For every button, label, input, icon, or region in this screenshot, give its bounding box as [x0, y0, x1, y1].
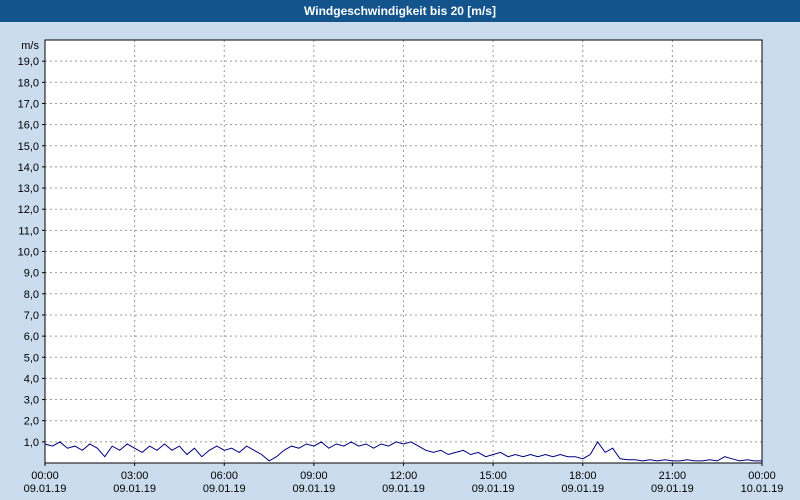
svg-text:09.01.19: 09.01.19	[113, 483, 156, 495]
grid-lines	[45, 40, 762, 463]
svg-text:09.01.19: 09.01.19	[24, 483, 67, 495]
svg-text:6,0: 6,0	[24, 331, 39, 343]
svg-text:06:00: 06:00	[210, 470, 238, 482]
svg-text:19,0: 19,0	[18, 56, 39, 68]
svg-text:2,0: 2,0	[24, 416, 39, 428]
svg-text:09.01.19: 09.01.19	[561, 483, 604, 495]
y-axis-unit-label: m/s	[21, 40, 39, 52]
wind-speed-line	[44, 440, 762, 462]
svg-text:3,0: 3,0	[24, 395, 39, 407]
svg-text:13,0: 13,0	[18, 183, 39, 195]
axis-ticks	[42, 60, 763, 466]
y-axis-labels: 1,0 2,0 3,0 4,0 5,0 6,0 7,0 8,0 9,0 10,0 11,0 12,0 1…	[18, 56, 39, 449]
svg-text:15,0: 15,0	[18, 141, 39, 153]
svg-text:18:00: 18:00	[569, 470, 597, 482]
svg-text:9,0: 9,0	[24, 268, 39, 280]
svg-text:17,0: 17,0	[18, 98, 39, 110]
svg-text:8,0: 8,0	[24, 289, 39, 301]
svg-text:5,0: 5,0	[24, 352, 39, 364]
svg-text:1,0: 1,0	[24, 437, 39, 449]
svg-text:00:00: 00:00	[748, 470, 776, 482]
svg-text:4,0: 4,0	[24, 373, 39, 385]
svg-text:18,0: 18,0	[18, 77, 39, 89]
svg-text:10,0: 10,0	[18, 247, 39, 259]
svg-text:12:00: 12:00	[390, 470, 418, 482]
svg-text:12,0: 12,0	[18, 204, 39, 216]
chart-title-bar: Windgeschwindigkeit bis 20 [m/s]	[0, 0, 800, 22]
svg-text:10.01.19: 10.01.19	[741, 483, 784, 495]
svg-text:15:00: 15:00	[479, 470, 507, 482]
chart-title: Windgeschwindigkeit bis 20 [m/s]	[304, 4, 496, 18]
svg-text:09.01.19: 09.01.19	[651, 483, 694, 495]
svg-text:16,0: 16,0	[18, 120, 39, 132]
x-axis-labels: 00:0009.01.1903:0009.01.1906:0009.01.190…	[24, 470, 784, 495]
svg-text:03:00: 03:00	[121, 470, 149, 482]
svg-text:14,0: 14,0	[18, 162, 39, 174]
svg-text:7,0: 7,0	[24, 310, 39, 322]
svg-text:09.01.19: 09.01.19	[472, 483, 515, 495]
svg-text:21:00: 21:00	[659, 470, 687, 482]
svg-text:00:00: 00:00	[31, 470, 59, 482]
svg-text:09:00: 09:00	[300, 470, 328, 482]
svg-text:09.01.19: 09.01.19	[203, 483, 246, 495]
svg-text:09.01.19: 09.01.19	[382, 483, 425, 495]
svg-text:09.01.19: 09.01.19	[292, 483, 335, 495]
svg-text:11,0: 11,0	[18, 225, 39, 237]
wind-speed-chart: 1,0 2,0 3,0 4,0 5,0 6,0 7,0 8,0 9,0 10,0 11,0 12,0 1…	[18, 39, 784, 495]
